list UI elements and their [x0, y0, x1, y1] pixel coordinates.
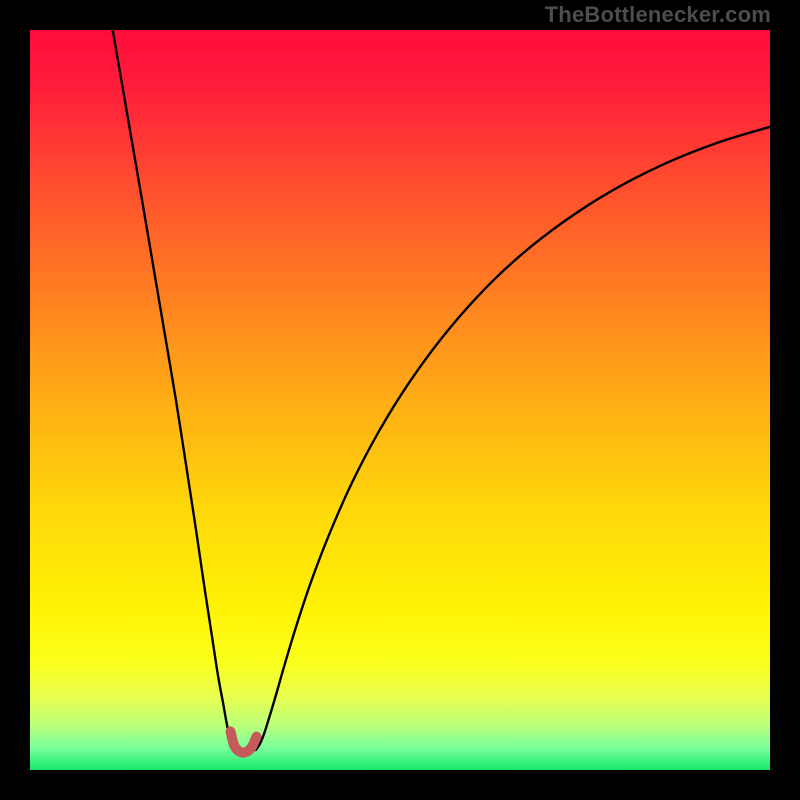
curve-layer — [30, 30, 770, 770]
curve-right — [256, 125, 770, 750]
bottom-u-marker — [231, 732, 257, 753]
plot-area — [30, 30, 770, 770]
curve-left — [111, 30, 235, 750]
watermark-text: TheBottlenecker.com — [545, 2, 771, 28]
